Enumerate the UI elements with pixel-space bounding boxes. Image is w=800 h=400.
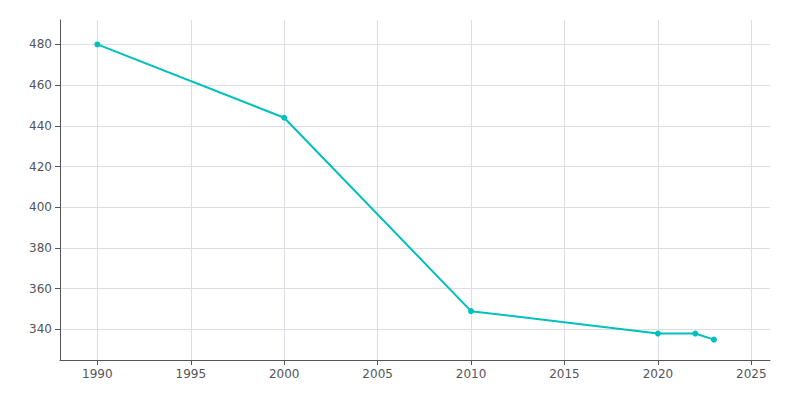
svg-text:2010: 2010 [456,367,487,381]
svg-text:440: 440 [29,119,52,133]
svg-text:360: 360 [29,282,52,296]
svg-text:480: 480 [29,37,52,51]
svg-text:420: 420 [29,160,52,174]
svg-text:2005: 2005 [362,367,393,381]
svg-text:2015: 2015 [549,367,580,381]
svg-text:460: 460 [29,78,52,92]
svg-text:380: 380 [29,241,52,255]
svg-text:340: 340 [29,322,52,336]
svg-text:1990: 1990 [82,367,113,381]
svg-text:1995: 1995 [176,367,207,381]
svg-text:2025: 2025 [736,367,767,381]
svg-text:400: 400 [29,200,52,214]
svg-text:2020: 2020 [643,367,674,381]
svg-text:2000: 2000 [269,367,300,381]
